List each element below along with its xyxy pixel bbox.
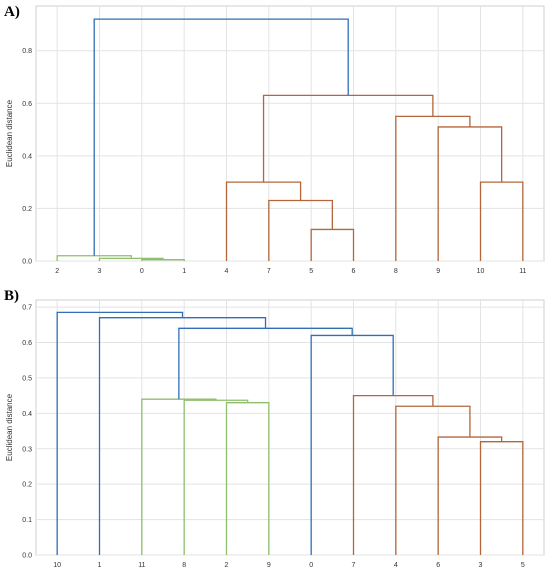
dendrogram-link: [93, 18, 349, 256]
dendrogram-link: [437, 126, 503, 261]
x-tick-label: 2: [55, 268, 59, 275]
dendrogram-a-plot: 0.0 0.2 0.4 0.6 0.8 2 3 0 1 4 7 5 6 8 9 10 11 Euclidean d…: [5, 5, 545, 275]
x-tick-label: 11: [138, 562, 145, 569]
x-tick-label: 10: [53, 562, 61, 569]
x-tick-label: 1: [98, 562, 102, 569]
x-tick-label: 6: [352, 268, 356, 275]
dendrogram-link: [141, 398, 217, 555]
x-tick-label: 5: [521, 562, 525, 569]
x-tick-label: 2: [225, 562, 229, 569]
y-tick-label: 0.4: [22, 411, 32, 418]
dendrogram-panel-b: B) 0.0 0.1 0.2 0.3 0.4 0.5 0.6 0.7 10 1 11 8 2 9 0 7 4 6 3…: [0, 284, 550, 569]
x-tick-label: 5: [309, 268, 313, 275]
y-tick-label: 0.3: [22, 446, 32, 453]
y-tick-label: 0.6: [22, 101, 32, 108]
dendrogram-link: [141, 259, 185, 261]
dendrogram-link: [310, 228, 355, 261]
x-tick-label: 3: [98, 268, 102, 275]
plot-frame: [35, 5, 545, 262]
y-tick-label: 0.0: [22, 259, 32, 266]
x-tick-label: 0: [140, 268, 144, 275]
y-tick-label: 0.2: [22, 206, 32, 213]
x-tick-label: 10: [477, 268, 485, 275]
panel-label-a: A): [4, 4, 20, 20]
plot-frame: [35, 299, 545, 556]
dendrogram-link: [395, 405, 471, 555]
dendrogram-b-plot: 0.00.10.20.30.40.50.60.710 1 11 8 2 9 0 7 4 6 3 5Eu…: [5, 299, 545, 569]
dendrogram-link: [183, 399, 249, 555]
y-tick-label: 0.8: [22, 48, 32, 55]
x-tick-label: 4: [225, 268, 229, 275]
dendrogram-link: [268, 199, 333, 261]
x-tick-label: 9: [436, 268, 440, 275]
dendrogram-link: [225, 402, 270, 555]
dendrogram-link: [352, 394, 434, 555]
x-tick-label: 6: [436, 562, 440, 569]
y-tick-label: 0.2: [22, 482, 32, 489]
y-tick-label: 0.7: [22, 305, 32, 312]
y-tick-label: 0.6: [22, 340, 32, 347]
y-tick-label: 0.0: [22, 553, 32, 560]
x-tick-label: 3: [479, 562, 483, 569]
dendrogram-link: [262, 94, 434, 183]
x-tick-label: 1: [182, 268, 186, 275]
x-tick-label: 0: [309, 562, 313, 569]
y-tick-label: 0.5: [22, 375, 32, 382]
dendrogram-link: [437, 436, 503, 555]
dendrogram-link: [395, 115, 471, 261]
x-tick-label: 11: [519, 268, 526, 275]
x-tick-label: 8: [394, 268, 398, 275]
x-tick-label: 8: [182, 562, 186, 569]
dendrogram-link: [479, 441, 524, 555]
dendrogram-link: [56, 311, 184, 555]
x-tick-label: 7: [267, 268, 271, 275]
x-tick-label: 7: [352, 562, 356, 569]
y-tick-label: 0.1: [22, 517, 32, 524]
dendrogram-link: [479, 181, 524, 261]
y-axis-label: Euclidean distance: [5, 99, 14, 167]
dendrogram-link: [225, 181, 302, 261]
x-tick-label: 9: [267, 562, 271, 569]
x-tick-label: 4: [394, 562, 398, 569]
dendrogram-panel-a: A) 0.0 0.2 0.4 0.6 0.8 2 3 0 1 4 7 5 6 8 9 10 11 Euclidea…: [0, 0, 550, 284]
y-tick-label: 0.4: [22, 153, 32, 160]
dendrogram-link: [178, 327, 353, 400]
y-axis-label: Euclidean distance: [5, 393, 14, 461]
dendrogram-link: [310, 334, 394, 555]
panel-label-b: B): [4, 288, 19, 304]
